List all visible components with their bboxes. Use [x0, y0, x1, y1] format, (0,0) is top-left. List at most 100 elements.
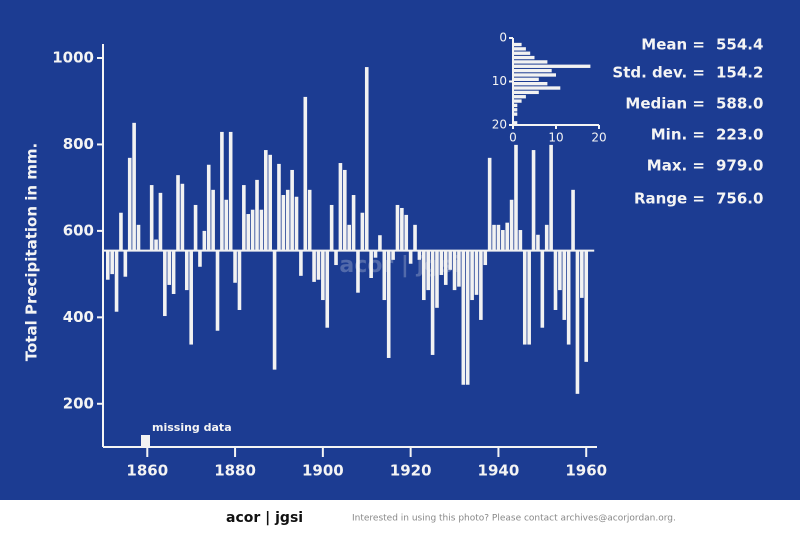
bar	[496, 224, 501, 251]
stat-value: 588.0	[716, 95, 763, 113]
y-tick-label: 800	[63, 135, 94, 153]
bar	[198, 250, 202, 267]
bar	[127, 157, 132, 251]
bar	[584, 250, 589, 362]
stat-value: 154.2	[716, 64, 763, 82]
x-tick-label: 1960	[565, 462, 607, 480]
stat-value: 223.0	[716, 126, 763, 144]
bar	[242, 185, 246, 251]
bar	[558, 250, 562, 291]
x-tick-label: 1920	[390, 462, 432, 480]
bar	[184, 250, 189, 291]
bar	[237, 250, 242, 310]
stat-value: 979.0	[716, 157, 763, 175]
bar	[149, 185, 154, 251]
bar	[373, 250, 378, 258]
x-tick-label: 1860	[126, 462, 168, 480]
missing-data-marker	[141, 435, 150, 446]
bar	[356, 250, 360, 293]
bar	[417, 250, 422, 260]
bar	[571, 189, 575, 251]
bar	[119, 212, 123, 251]
bar	[167, 250, 172, 285]
bar	[105, 250, 110, 280]
stat-label: Median =	[625, 95, 705, 113]
bar	[193, 204, 198, 251]
bar	[351, 195, 356, 251]
bar	[544, 224, 549, 251]
bar	[562, 250, 567, 320]
bar	[281, 195, 286, 251]
bar	[163, 250, 167, 317]
bar	[263, 150, 268, 251]
bar	[540, 250, 545, 328]
bar	[575, 250, 580, 394]
bar	[474, 250, 479, 295]
inset-x-tick-label: 20	[591, 131, 606, 145]
bar	[176, 175, 180, 251]
bar	[566, 250, 571, 345]
bar	[382, 250, 387, 301]
bar	[395, 204, 400, 251]
bar	[136, 224, 141, 251]
inset-x-tick-label: 0	[509, 131, 517, 145]
bar	[360, 212, 365, 251]
stat-label: Max. =	[647, 157, 705, 175]
bar	[272, 250, 277, 370]
bar	[386, 250, 391, 358]
bar	[553, 250, 558, 310]
bar	[347, 224, 351, 251]
bar	[479, 250, 483, 320]
histogram-bar	[513, 47, 526, 51]
histogram-bar	[513, 95, 526, 99]
histogram-bar	[513, 82, 548, 86]
stat-label: Min. =	[651, 126, 705, 144]
bar	[391, 250, 395, 260]
bar	[470, 250, 474, 301]
stat-value: 756.0	[716, 190, 763, 208]
bar	[228, 131, 233, 251]
bar	[505, 222, 510, 251]
bar	[457, 250, 461, 287]
bar	[285, 189, 290, 251]
bar	[154, 239, 158, 251]
x-tick-label: 1900	[302, 462, 344, 480]
stat-label: Mean =	[641, 36, 705, 54]
x-tick-label: 1940	[478, 462, 520, 480]
bar	[452, 250, 457, 291]
y-tick-label: 1000	[52, 49, 94, 67]
bar	[316, 250, 321, 280]
bar	[171, 250, 176, 294]
bar	[114, 250, 119, 312]
y-tick-label: 400	[63, 308, 94, 326]
histogram-bar	[513, 86, 561, 90]
histogram-bar	[513, 99, 522, 103]
bar	[259, 209, 264, 251]
bar	[465, 250, 470, 385]
histogram-bar	[513, 112, 518, 116]
bar	[430, 250, 435, 355]
bar	[527, 250, 531, 345]
footer-band	[0, 500, 800, 533]
histogram-bar	[513, 108, 518, 112]
footer-logo: acor | jgsi	[226, 510, 303, 526]
bar	[299, 250, 303, 276]
bar	[492, 224, 496, 251]
bar	[180, 183, 185, 251]
bar	[224, 199, 229, 251]
bar	[514, 144, 518, 251]
bar	[268, 154, 272, 251]
bar	[364, 67, 369, 251]
bar	[404, 214, 409, 251]
bar	[123, 250, 128, 277]
inset-x-tick-label: 10	[548, 131, 563, 145]
bar	[215, 250, 220, 331]
histogram-bar	[513, 51, 531, 55]
bar	[439, 250, 444, 275]
stat-label: Std. dev. =	[612, 64, 705, 82]
histogram-bar	[513, 121, 518, 125]
annotation: missing data	[152, 421, 232, 434]
histogram-bar	[513, 60, 548, 64]
